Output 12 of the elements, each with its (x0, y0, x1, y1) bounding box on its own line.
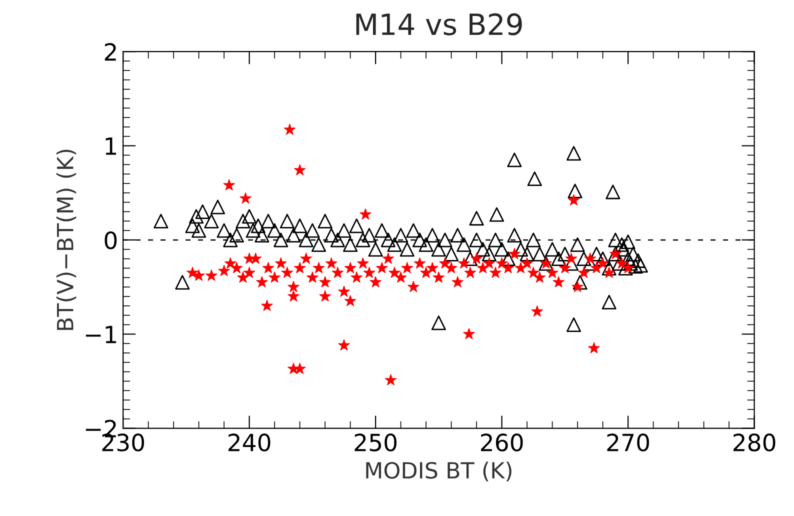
x-tick-label: 260 (481, 434, 523, 452)
x-axis-title: MODIS BT (K) (366, 462, 512, 482)
y-tick-label: 1 (106, 138, 116, 155)
x-tick-label: 250 (354, 434, 397, 452)
y-axis-title: BT(V)−BT(M) (K) (56, 150, 76, 330)
x-tick-label: 240 (228, 434, 270, 452)
x-tick-label: 270 (607, 434, 650, 452)
y-tick-label: 0 (104, 231, 117, 250)
x-tick-label: 280 (733, 434, 776, 452)
y-tick-label: 2 (104, 43, 116, 61)
chart-title: M14 vs B29 (356, 13, 522, 36)
y-tick-label: −1 (86, 326, 116, 344)
